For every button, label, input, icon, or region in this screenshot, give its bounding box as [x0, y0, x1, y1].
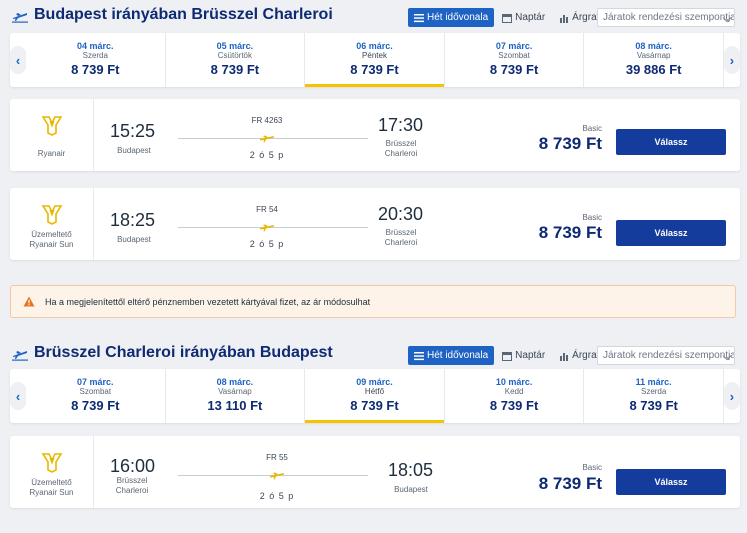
chart-view-button[interactable]: Árgrafikon [553, 346, 624, 365]
fare-type: Basic [582, 124, 602, 133]
airline-info: Üzemeltető Ryanair Sun [10, 188, 94, 260]
list-icon [414, 13, 424, 23]
ryanair-harp-icon [40, 202, 64, 226]
flight-card: Üzemeltető Ryanair Sun 18:25 Budapest FR… [10, 188, 740, 260]
arrival-time: 18:05 [388, 460, 434, 480]
outbound-title-text: Budapest irányában Brüsszel Charleroi [34, 6, 333, 23]
select-flight-button[interactable]: Válassz [616, 469, 726, 495]
date-cell[interactable]: 05 márc. Csütörtök 8 739 Ft [166, 33, 306, 87]
return-view-toggle: Hét idővonala Naptár Árgrafikon [408, 346, 626, 365]
date-cell[interactable]: 04 márc. Szerda 8 739 Ft [26, 33, 166, 87]
return-title: Brüsszel Charleroi irányában Budapest [12, 344, 333, 362]
warning-icon [23, 296, 35, 307]
arrival-time: 17:30 [378, 115, 424, 135]
airline-name: Üzemeltető Ryanair Sun [29, 478, 74, 497]
arrival-place: Brüsszel Charleroi [384, 228, 418, 247]
fare-price: 8 739 Ft [538, 474, 602, 493]
flight-duration: 2 ó 5 p [259, 491, 295, 501]
return-sort-select[interactable]: Járatok rendezési szempontja: [597, 346, 735, 365]
outbound-view-toggle: Hét idővonala Naptár Árgrafikon [408, 8, 626, 27]
calendar-icon [502, 13, 513, 23]
return-header: Brüsszel Charleroi irányában Budapest Hé… [0, 338, 747, 368]
arrival-place: Budapest [394, 485, 428, 494]
week-view-button[interactable]: Hét idővonala [408, 346, 495, 365]
plane-icon [260, 222, 274, 232]
departure-place: Brüsszel Charleroi [115, 476, 149, 495]
date-cell[interactable]: 11 márc. Szerda 8 739 Ft [584, 369, 724, 423]
date-cell-selected[interactable]: 06 márc. Péntek 8 739 Ft [305, 33, 445, 87]
next-dates-button[interactable]: › [723, 369, 740, 423]
outbound-header: Budapest irányában Brüsszel Charleroi Hé… [0, 0, 747, 30]
warning-text: Ha a megjelenítettől eltérő pénznemben v… [45, 296, 371, 307]
airline-name: Üzemeltető Ryanair Sun [29, 230, 74, 249]
next-dates-button[interactable]: › [723, 33, 740, 87]
departure-time: 18:25 [110, 210, 156, 230]
return-date-strip: ‹ 07 márc. Szombat 8 739 Ft 08 márc. Vas… [10, 369, 740, 423]
route-line [178, 227, 368, 228]
plane-icon [270, 470, 284, 480]
date-cell-selected[interactable]: 09 márc. Hétfő 8 739 Ft [305, 369, 445, 423]
flight-number: FR 4263 [251, 116, 283, 125]
outbound-sort-select[interactable]: Járatok rendezési szempontja: [597, 8, 735, 27]
arrival-place: Brüsszel Charleroi [384, 139, 418, 158]
flight-duration: 2 ó 5 p [249, 150, 285, 160]
outbound-title: Budapest irányában Brüsszel Charleroi [12, 6, 333, 24]
airline-info: Üzemeltető Ryanair Sun [10, 436, 94, 508]
plane-icon [12, 7, 28, 23]
plane-icon [260, 133, 274, 143]
flight-card: Ryanair 15:25 Budapest FR 4263 2 ó 5 p 1… [10, 99, 740, 171]
flight-duration: 2 ó 5 p [249, 239, 285, 249]
date-cell[interactable]: 08 márc. Vasárnap 39 886 Ft [584, 33, 724, 87]
departure-time: 16:00 [110, 456, 156, 476]
date-cell[interactable]: 07 márc. Szombat 8 739 Ft [445, 33, 585, 87]
fare-type: Basic [582, 213, 602, 222]
flight-card: Üzemeltető Ryanair Sun 16:00 Brüsszel Ch… [10, 436, 740, 508]
currency-warning: Ha a megjelenítettől eltérő pénznemben v… [10, 285, 736, 318]
chart-view-button[interactable]: Árgrafikon [553, 8, 624, 27]
calendar-view-button[interactable]: Naptár [496, 346, 551, 365]
flight-number: FR 55 [266, 453, 288, 462]
prev-dates-button[interactable]: ‹ [10, 33, 26, 87]
arrival-time: 20:30 [378, 204, 424, 224]
calendar-icon [502, 351, 513, 361]
fare-type: Basic [582, 463, 602, 472]
fare-price: 8 739 Ft [538, 223, 602, 242]
chevron-right-icon: › [723, 46, 740, 74]
date-cell[interactable]: 08 márc. Vasárnap 13 110 Ft [166, 369, 306, 423]
route-line [178, 138, 368, 139]
select-flight-button[interactable]: Válassz [616, 129, 726, 155]
ryanair-harp-icon [40, 450, 64, 474]
airline-info: Ryanair [10, 99, 94, 171]
outbound-date-strip: ‹ 04 márc. Szerda 8 739 Ft 05 márc. Csüt… [10, 33, 740, 87]
plane-icon [12, 345, 28, 361]
bar-chart-icon [559, 351, 569, 361]
calendar-view-button[interactable]: Naptár [496, 8, 551, 27]
week-view-button[interactable]: Hét idővonala [408, 8, 495, 27]
fare-price: 8 739 Ft [538, 134, 602, 153]
chevron-left-icon: ‹ [10, 46, 26, 74]
select-flight-button[interactable]: Válassz [616, 220, 726, 246]
date-cell[interactable]: 07 márc. Szombat 8 739 Ft [26, 369, 166, 423]
airline-name: Ryanair [37, 149, 66, 158]
return-title-text: Brüsszel Charleroi irányában Budapest [34, 344, 333, 361]
chevron-left-icon: ‹ [10, 382, 26, 410]
date-cell[interactable]: 10 márc. Kedd 8 739 Ft [445, 369, 585, 423]
bar-chart-icon [559, 13, 569, 23]
departure-place: Budapest [117, 235, 151, 244]
flight-number: FR 54 [256, 205, 278, 214]
departure-time: 15:25 [110, 121, 156, 141]
departure-place: Budapest [117, 146, 151, 155]
list-icon [414, 351, 424, 361]
chevron-right-icon: › [723, 382, 740, 410]
ryanair-harp-icon [40, 113, 64, 137]
prev-dates-button[interactable]: ‹ [10, 369, 26, 423]
